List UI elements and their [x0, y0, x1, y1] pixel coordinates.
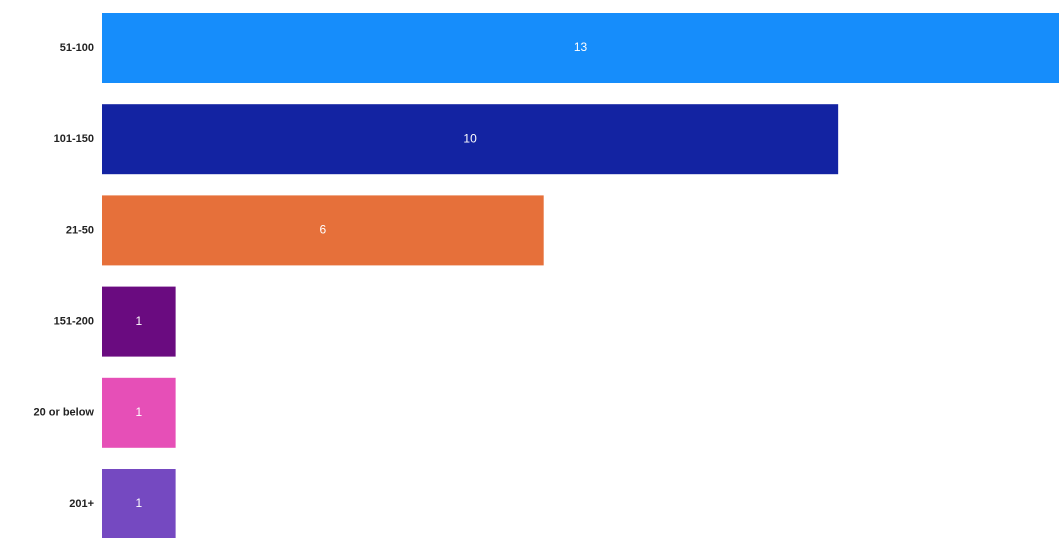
bar-5 — [102, 469, 176, 538]
value-label-2: 6 — [320, 223, 327, 237]
category-label-0: 51-100 — [60, 42, 94, 54]
labels-layer: 51-100 13 101-150 10 21-50 6 151-200 1 20 or bel… — [33, 40, 587, 510]
bar-4 — [102, 377, 176, 448]
category-label-3: 151-200 — [54, 316, 94, 328]
category-label-2: 21-50 — [66, 224, 94, 236]
bar-0 — [102, 13, 1059, 83]
value-label-0: 13 — [574, 40, 588, 54]
bar-1 — [102, 104, 839, 175]
category-label-4: 20 or below — [33, 407, 94, 419]
value-label-4: 1 — [135, 405, 142, 419]
category-label-1: 101-150 — [54, 133, 94, 145]
bar-3 — [102, 286, 176, 357]
value-label-1: 10 — [463, 131, 477, 145]
value-label-3: 1 — [135, 314, 142, 328]
category-label-5: 201+ — [69, 498, 94, 510]
bars-layer — [102, 13, 1059, 538]
value-label-5: 1 — [135, 496, 142, 510]
bar-2 — [102, 195, 544, 266]
